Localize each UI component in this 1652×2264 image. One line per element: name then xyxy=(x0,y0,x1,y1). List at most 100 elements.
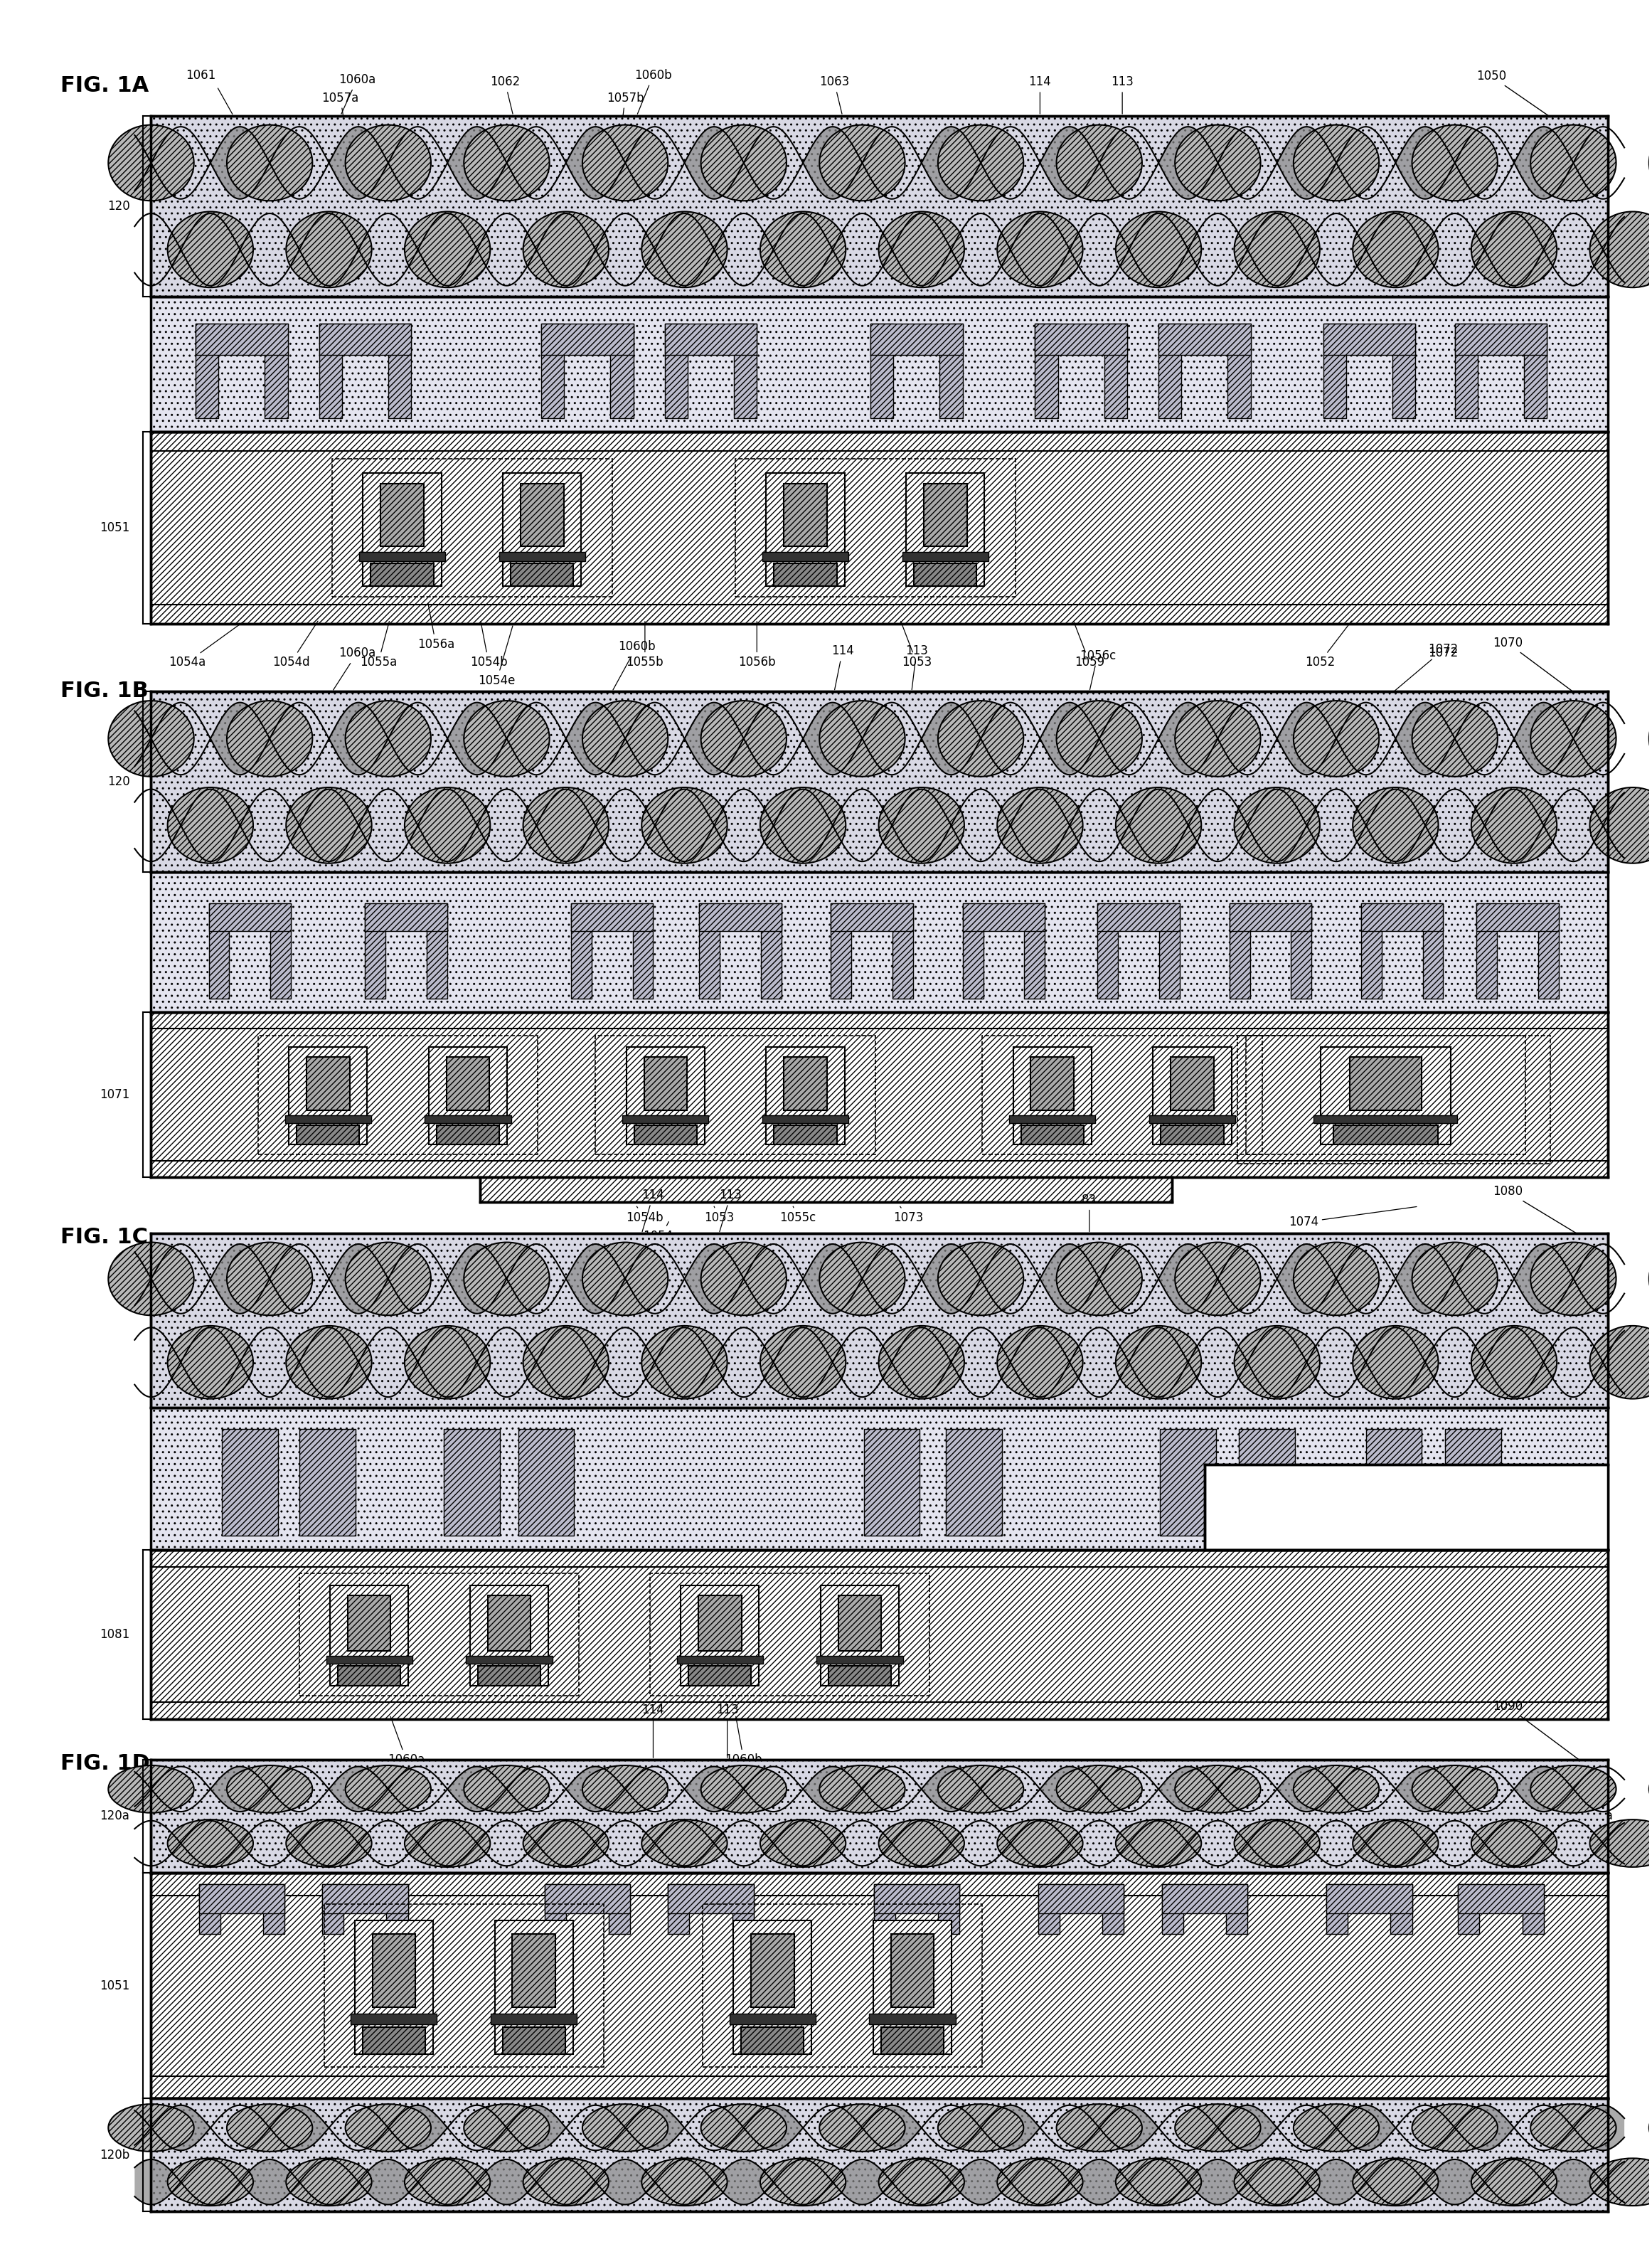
Bar xyxy=(319,324,411,355)
Text: 1050: 1050 xyxy=(1477,70,1556,120)
Bar xyxy=(1327,1884,1348,1933)
Text: 1052: 1052 xyxy=(1305,620,1351,668)
Bar xyxy=(358,552,446,561)
Ellipse shape xyxy=(464,1766,550,1813)
Text: 120: 120 xyxy=(107,777,131,788)
Ellipse shape xyxy=(938,1243,1024,1315)
Ellipse shape xyxy=(286,211,372,288)
Ellipse shape xyxy=(109,1243,193,1315)
Bar xyxy=(1366,1429,1422,1535)
Bar xyxy=(347,1596,392,1650)
Ellipse shape xyxy=(938,702,1024,777)
Bar xyxy=(330,1585,408,1687)
Ellipse shape xyxy=(286,2158,372,2205)
Bar xyxy=(446,1057,489,1112)
Text: 1061: 1061 xyxy=(185,70,215,82)
Bar xyxy=(284,1116,372,1123)
Bar xyxy=(499,552,585,561)
Text: 1060b: 1060b xyxy=(613,641,656,691)
Ellipse shape xyxy=(1353,211,1439,288)
Ellipse shape xyxy=(1472,2158,1556,2205)
Bar xyxy=(1361,903,1381,998)
Bar xyxy=(1160,1429,1216,1535)
Bar xyxy=(1323,324,1416,355)
Bar xyxy=(892,903,914,998)
Ellipse shape xyxy=(1649,1243,1652,1315)
Ellipse shape xyxy=(583,2103,667,2151)
Ellipse shape xyxy=(998,788,1082,863)
Text: 1074: 1074 xyxy=(1289,1207,1417,1229)
Ellipse shape xyxy=(819,1243,905,1315)
Bar xyxy=(1150,1116,1236,1123)
Ellipse shape xyxy=(226,125,312,201)
Bar xyxy=(519,1429,575,1535)
Ellipse shape xyxy=(1649,125,1652,201)
Ellipse shape xyxy=(345,1766,431,1813)
Ellipse shape xyxy=(226,1766,312,1813)
Bar xyxy=(545,1884,629,1913)
Bar xyxy=(775,564,838,586)
Ellipse shape xyxy=(641,1327,727,1399)
Ellipse shape xyxy=(405,788,491,863)
Text: 114: 114 xyxy=(643,1189,664,1232)
Bar xyxy=(512,1933,555,2008)
Bar xyxy=(1104,324,1127,419)
Ellipse shape xyxy=(1472,788,1556,863)
Bar xyxy=(1477,903,1497,998)
Ellipse shape xyxy=(641,2158,727,2205)
Bar xyxy=(150,1872,1607,2099)
Bar xyxy=(339,1666,400,1687)
Ellipse shape xyxy=(109,125,193,201)
Bar xyxy=(1036,324,1057,419)
Text: 1056a: 1056a xyxy=(418,602,454,650)
Text: FIG. 1C: FIG. 1C xyxy=(61,1227,149,1247)
Bar xyxy=(297,1125,360,1146)
Ellipse shape xyxy=(998,1327,1082,1399)
Ellipse shape xyxy=(1175,1766,1260,1813)
Ellipse shape xyxy=(998,2158,1082,2205)
Bar xyxy=(871,324,894,419)
Ellipse shape xyxy=(1530,1766,1616,1813)
Bar xyxy=(1161,1884,1183,1933)
Ellipse shape xyxy=(641,788,727,863)
Text: 114: 114 xyxy=(831,645,854,691)
Ellipse shape xyxy=(345,702,431,777)
Text: 1070: 1070 xyxy=(1493,636,1586,702)
Bar xyxy=(838,1596,881,1650)
Ellipse shape xyxy=(167,1820,253,1868)
Bar xyxy=(436,1125,499,1146)
Ellipse shape xyxy=(1589,1327,1652,1399)
Bar xyxy=(372,1933,415,2008)
Ellipse shape xyxy=(1234,1327,1320,1399)
Bar xyxy=(881,2026,943,2053)
Bar xyxy=(150,2099,1607,2212)
Ellipse shape xyxy=(109,1766,193,1813)
Ellipse shape xyxy=(1115,1820,1201,1868)
Bar xyxy=(388,324,411,419)
Text: 1056c: 1056c xyxy=(1079,650,1115,691)
Bar xyxy=(1226,1884,1247,1933)
Bar xyxy=(572,903,653,931)
Text: 1060b: 1060b xyxy=(634,68,672,113)
Bar xyxy=(667,1884,689,1933)
Ellipse shape xyxy=(464,702,550,777)
Bar xyxy=(1158,324,1251,355)
Text: 1081: 1081 xyxy=(99,1628,131,1641)
Bar xyxy=(1009,1116,1095,1123)
Ellipse shape xyxy=(760,2158,846,2205)
Bar xyxy=(1229,903,1312,931)
Text: 1071: 1071 xyxy=(99,1089,131,1100)
Bar xyxy=(1391,1884,1412,1933)
Bar xyxy=(363,473,441,586)
Bar xyxy=(150,693,1607,872)
Bar xyxy=(677,1655,763,1664)
Bar xyxy=(1039,1884,1059,1933)
Ellipse shape xyxy=(760,1820,846,1868)
Ellipse shape xyxy=(1234,2158,1320,2205)
Ellipse shape xyxy=(1530,2103,1616,2151)
Ellipse shape xyxy=(1175,125,1260,201)
Text: 114: 114 xyxy=(1029,75,1051,113)
Bar xyxy=(477,1666,540,1687)
Ellipse shape xyxy=(1649,1766,1652,1813)
Bar xyxy=(752,1933,795,2008)
